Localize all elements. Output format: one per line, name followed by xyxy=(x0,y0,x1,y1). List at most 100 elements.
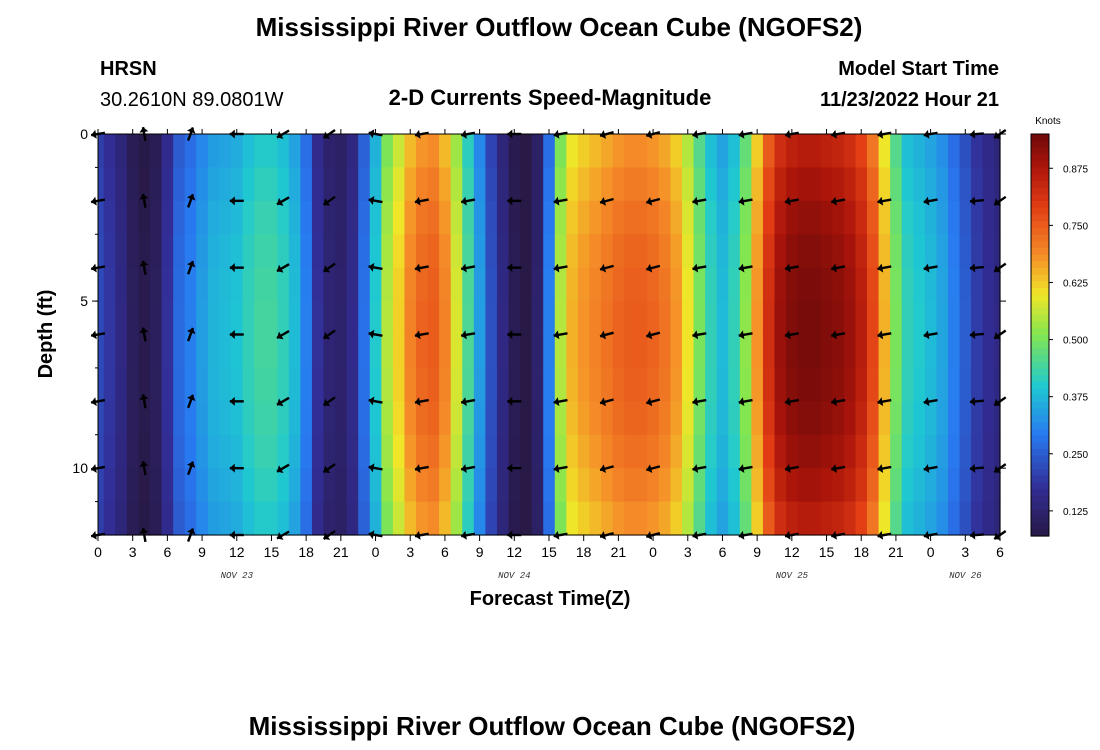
heatmap-cell xyxy=(635,301,648,336)
heatmap-cell xyxy=(624,167,637,202)
heatmap-cell xyxy=(219,334,232,369)
heatmap-cell xyxy=(647,267,660,302)
heatmap-cell xyxy=(577,200,591,235)
heatmap-cell xyxy=(230,401,244,436)
current-arrow xyxy=(923,397,938,407)
heatmap-cell xyxy=(739,468,752,503)
heatmap-cell xyxy=(219,501,232,536)
heatmap-cell xyxy=(346,434,359,469)
colorbar-segment xyxy=(1031,207,1049,215)
current-arrow xyxy=(831,397,846,407)
heatmap-cell xyxy=(219,134,232,169)
heatmap-cell xyxy=(589,401,602,436)
heatmap-cell xyxy=(161,234,174,269)
heatmap-cell xyxy=(115,501,128,536)
current-arrow xyxy=(784,397,799,407)
heatmap-cell xyxy=(265,267,278,302)
heatmap-cell xyxy=(230,234,244,269)
heatmap-cell xyxy=(462,468,475,503)
heatmap-cell xyxy=(381,134,394,169)
heatmap-cell xyxy=(647,167,660,202)
colorbar-segment xyxy=(1031,502,1049,510)
heatmap-cell xyxy=(624,301,637,336)
date-label: NOV 24 xyxy=(498,571,530,581)
heatmap-cell xyxy=(335,501,348,536)
heatmap-cell xyxy=(346,334,359,369)
heatmap-cell xyxy=(485,434,498,469)
heatmap-cell xyxy=(809,367,822,402)
heatmap-cell xyxy=(346,301,359,336)
heatmap-cell xyxy=(207,501,221,536)
heatmap-cell xyxy=(971,267,984,302)
x-tick-label: 9 xyxy=(198,544,206,560)
heatmap-cell xyxy=(543,468,556,503)
heatmap-cell xyxy=(219,367,232,402)
heatmap-cell xyxy=(959,367,972,402)
current-arrow xyxy=(414,196,429,206)
heatmap-cell xyxy=(797,301,810,336)
heatmap-cell xyxy=(369,401,382,436)
heatmap-cell xyxy=(577,434,591,469)
heatmap-cell xyxy=(103,200,116,235)
heatmap-cell xyxy=(404,167,417,202)
heatmap-cell xyxy=(774,301,787,336)
heatmap-cell xyxy=(959,434,972,469)
heatmap-cell xyxy=(323,434,336,469)
heatmap-cell xyxy=(786,468,799,503)
colorbar-segment xyxy=(1031,428,1049,437)
current-arrow xyxy=(969,330,984,340)
heatmap-cell xyxy=(601,334,614,369)
heatmap-cell xyxy=(705,200,718,235)
heatmap-cell xyxy=(820,334,833,369)
heatmap-cell xyxy=(358,267,371,302)
heatmap-cell xyxy=(508,401,521,436)
colorbar-segment xyxy=(1031,341,1049,349)
heatmap-cell xyxy=(936,301,949,336)
heatmap-cell xyxy=(901,234,914,269)
current-arrow xyxy=(923,464,938,473)
current-arrow xyxy=(229,463,244,473)
heatmap-cell xyxy=(265,367,278,402)
heatmap-cell xyxy=(369,134,382,169)
current-arrow xyxy=(969,196,984,206)
heatmap-cell xyxy=(196,167,209,202)
heatmap-cell xyxy=(762,134,776,169)
current-arrow xyxy=(414,263,429,273)
heatmap-cell xyxy=(404,501,417,536)
current-arrow xyxy=(831,464,846,473)
heatmap-cell xyxy=(890,267,903,302)
heatmap-cell xyxy=(150,234,163,269)
heatmap-cell xyxy=(138,267,151,302)
heatmap-cell xyxy=(739,367,752,402)
heatmap-cell xyxy=(531,367,544,402)
colorbar-segment xyxy=(1031,201,1049,209)
heatmap-cell xyxy=(693,200,706,235)
heatmap-cell xyxy=(867,167,880,202)
heatmap-cell xyxy=(612,134,625,169)
current-arrow xyxy=(460,397,476,407)
current-arrow xyxy=(229,196,244,206)
heatmap-cell xyxy=(716,167,729,202)
heatmap-cell xyxy=(786,367,799,402)
heatmap-cell xyxy=(601,200,614,235)
heatmap-cell xyxy=(647,334,660,369)
heatmap-cell xyxy=(982,134,995,169)
heatmap-cell xyxy=(462,200,475,235)
current-arrow xyxy=(507,196,522,206)
heatmap-cell xyxy=(589,367,602,402)
heatmap-cell xyxy=(797,134,810,169)
heatmap-cell xyxy=(416,501,429,536)
heatmap-cell xyxy=(589,501,602,536)
heatmap-cell xyxy=(947,134,961,169)
current-arrow xyxy=(276,196,290,206)
heatmap-cell xyxy=(485,334,498,369)
heatmap-cell xyxy=(809,468,822,503)
model-start-label: Model Start Time xyxy=(838,58,999,80)
heatmap-cell xyxy=(184,234,197,269)
x-tick-label: 15 xyxy=(264,544,280,560)
current-arrow xyxy=(368,329,383,339)
heatmap-cell xyxy=(843,434,857,469)
heatmap-cell xyxy=(774,501,787,536)
heatmap-cell xyxy=(670,367,683,402)
heatmap-cell xyxy=(878,434,891,469)
